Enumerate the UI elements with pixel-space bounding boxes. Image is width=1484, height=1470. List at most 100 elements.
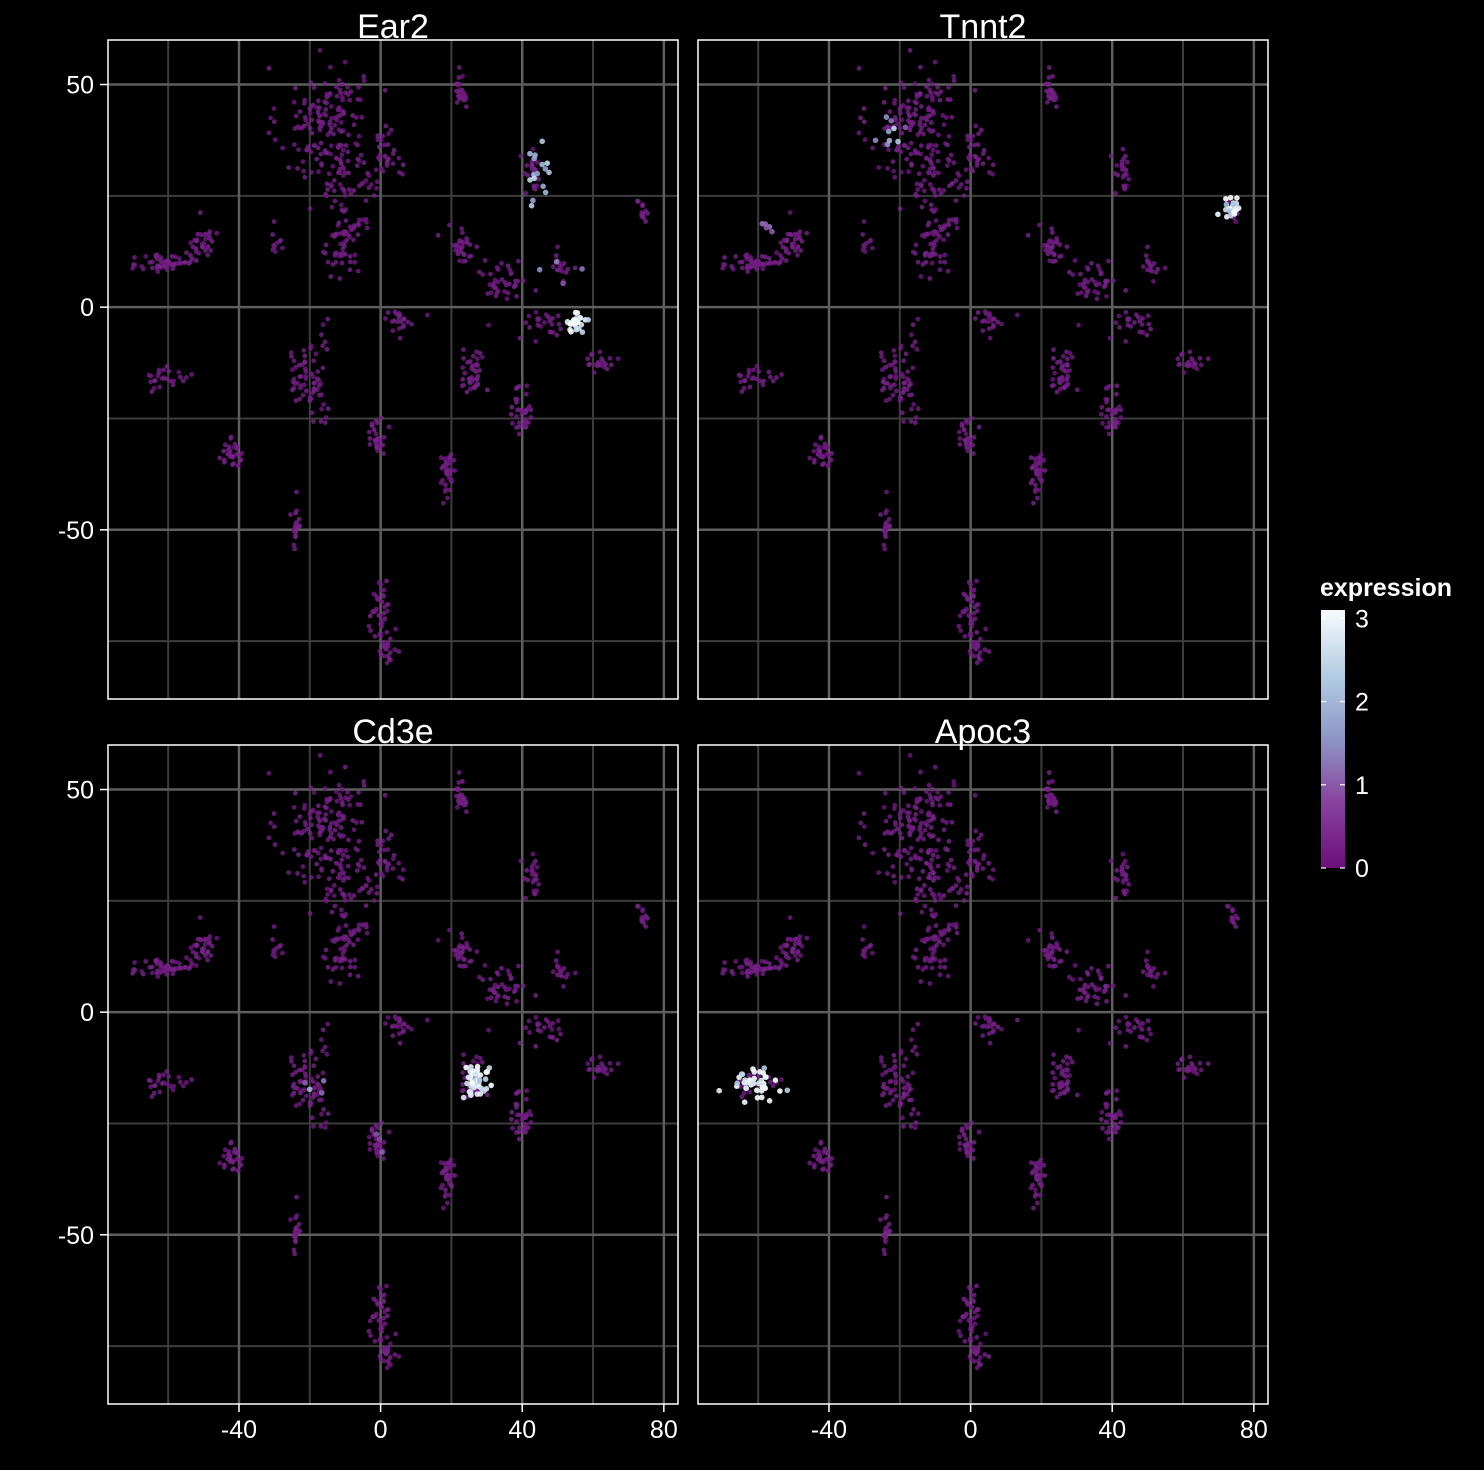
data-point — [954, 930, 960, 936]
data-point — [1089, 965, 1094, 971]
data-point — [1070, 272, 1076, 278]
data-point — [516, 1129, 522, 1135]
data-point — [901, 1085, 907, 1091]
data-point — [228, 1158, 234, 1163]
data-point — [268, 820, 273, 826]
data-point — [987, 170, 992, 175]
data-point — [971, 451, 976, 456]
data-point — [953, 883, 959, 888]
data-point — [890, 1097, 896, 1103]
data-point — [929, 857, 935, 863]
data-point — [906, 392, 912, 398]
data-point — [383, 828, 389, 834]
data-point — [905, 1074, 911, 1079]
data-point — [972, 604, 977, 610]
data-point — [977, 1355, 983, 1360]
data-point — [958, 887, 964, 892]
data-point — [555, 313, 561, 319]
data-point — [945, 861, 951, 867]
data-point-high — [886, 137, 893, 144]
data-point — [327, 824, 333, 830]
data-point — [337, 792, 343, 798]
data-point — [811, 1153, 817, 1159]
data-point — [526, 420, 531, 425]
data-point — [1060, 378, 1065, 383]
data-point — [1117, 325, 1122, 330]
data-point — [818, 453, 824, 458]
data-point — [1046, 75, 1052, 80]
data-point — [522, 1121, 528, 1127]
data-point — [315, 369, 321, 374]
data-point — [447, 1176, 453, 1181]
data-point — [330, 938, 335, 943]
data-point — [1145, 964, 1151, 970]
data-point — [956, 429, 962, 435]
data-point — [235, 444, 241, 450]
data-point — [345, 158, 351, 164]
data-point — [938, 89, 944, 95]
data-point — [479, 1059, 485, 1065]
data-point — [635, 198, 640, 204]
data-point — [884, 489, 889, 495]
data-point — [915, 1111, 921, 1117]
data-point — [791, 241, 797, 246]
data-point — [311, 85, 317, 90]
data-point — [774, 250, 779, 256]
data-point — [388, 1362, 393, 1368]
data-point — [356, 84, 361, 90]
data-point — [589, 1057, 594, 1063]
data-point — [858, 115, 863, 121]
data-point — [967, 849, 972, 855]
data-point — [526, 1018, 532, 1024]
data-point — [1054, 104, 1059, 110]
data-point — [953, 178, 959, 183]
data-point — [339, 161, 344, 167]
data-point — [193, 258, 199, 263]
data-point — [384, 660, 390, 666]
data-point — [821, 461, 827, 466]
data-point — [304, 1093, 309, 1099]
data-point — [293, 1231, 298, 1236]
data-point — [388, 657, 393, 663]
data-point — [180, 1083, 186, 1089]
data-point — [739, 1094, 745, 1100]
data-point — [345, 84, 350, 90]
data-point — [736, 372, 742, 378]
data-point — [207, 229, 213, 235]
data-point — [776, 261, 782, 266]
data-point — [515, 407, 520, 413]
data-point — [1108, 858, 1114, 864]
data-point — [456, 780, 462, 785]
data-point — [721, 262, 726, 267]
data-point-high — [750, 1066, 756, 1072]
data-point — [774, 955, 779, 961]
data-point — [324, 346, 330, 352]
data-point — [754, 364, 760, 369]
data-point — [393, 311, 399, 317]
data-point — [883, 1226, 889, 1231]
data-point — [373, 431, 379, 437]
data-point-high — [468, 1092, 474, 1098]
data-point — [1153, 269, 1159, 275]
data-point — [913, 107, 919, 112]
data-point — [783, 951, 789, 957]
data-point — [266, 65, 272, 71]
data-point — [303, 822, 308, 828]
data-point — [293, 818, 299, 824]
data-point — [132, 960, 137, 965]
data-point — [1120, 851, 1126, 857]
data-point — [452, 1173, 458, 1178]
data-point — [968, 138, 974, 143]
data-point — [1054, 940, 1059, 946]
data-point — [319, 332, 324, 338]
data-point — [456, 786, 462, 792]
data-point — [1053, 802, 1058, 807]
data-point — [1235, 916, 1240, 921]
data-point — [897, 106, 903, 112]
data-point — [906, 112, 912, 118]
data-point — [383, 316, 388, 321]
data-point-high — [754, 1087, 760, 1094]
data-point — [910, 343, 916, 349]
data-point — [861, 924, 867, 929]
data-point — [1140, 969, 1146, 975]
